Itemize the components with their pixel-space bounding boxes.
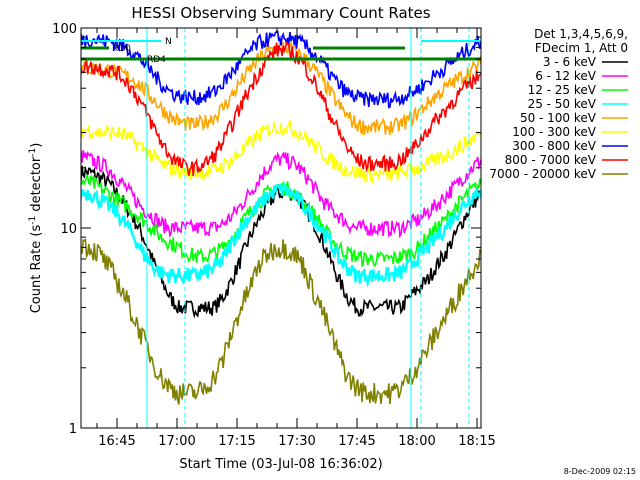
y-axis-label-main: Count Rate (s <box>29 225 44 314</box>
y-axis-label-close: ) <box>29 143 44 148</box>
x-tick-label: 17:15 <box>218 434 255 449</box>
x-tick-label: 17:30 <box>278 434 315 449</box>
n-marker-label: N <box>165 37 172 47</box>
x-tick-label: 17:45 <box>338 434 375 449</box>
legend-label: 6 - 12 keV <box>535 69 597 83</box>
y-axis: 1 10 100 <box>52 22 481 437</box>
legend-label: 7000 - 20000 keV <box>489 167 596 181</box>
x-axis: 16:45 17:00 17:15 17:30 17:45 18:00 18:15 <box>96 28 496 449</box>
rd4-label: RD4 <box>147 55 166 65</box>
overlay-layer: N RD0 RD4 <box>81 28 481 428</box>
y-tick-label: 10 <box>60 222 77 237</box>
legend: Det 1,3,4,5,6,9, FDecim 1, Att 0 3 - 6 k… <box>489 27 628 181</box>
y-axis-label-exp: -1 <box>28 216 38 225</box>
series-line <box>81 118 481 185</box>
y-axis-label-mid: detector <box>29 156 44 216</box>
series-line <box>81 41 481 177</box>
series-line <box>81 174 481 268</box>
y-tick-label: 100 <box>52 22 77 37</box>
legend-label: 800 - 7000 keV <box>505 153 597 167</box>
chart-title: HESSI Observing Summary Count Rates <box>131 4 430 22</box>
legend-label: 3 - 6 keV <box>543 55 597 69</box>
x-tick-label: 18:15 <box>458 434 495 449</box>
legend-header-line-1: Det 1,3,4,5,6,9, <box>534 27 628 41</box>
x-axis-label: Start Time (03-Jul-08 16:36:02) <box>179 457 382 472</box>
x-tick-label: 18:00 <box>398 434 435 449</box>
rd0-label: RD0 <box>112 44 131 54</box>
y-axis-label-exp2: -1 <box>28 148 38 157</box>
y-axis-label: Count Rate (s-1 detector-1) <box>28 143 44 314</box>
legend-label: 12 - 25 keV <box>528 83 597 97</box>
x-tick-label: 16:45 <box>98 434 135 449</box>
legend-label: 50 - 100 keV <box>520 111 597 125</box>
legend-label: 300 - 800 keV <box>512 139 596 153</box>
series-line <box>81 150 481 239</box>
timestamp: 8-Dec-2009 02:15 <box>564 467 636 476</box>
x-tick-label: 17:00 <box>158 434 195 449</box>
legend-header-line-2: FDecim 1, Att 0 <box>535 41 628 55</box>
series-line <box>81 237 481 405</box>
legend-label: 100 - 300 keV <box>512 125 596 139</box>
series-line <box>81 180 481 288</box>
legend-label: 25 - 50 keV <box>528 97 597 111</box>
y-tick-label: 1 <box>69 422 77 437</box>
